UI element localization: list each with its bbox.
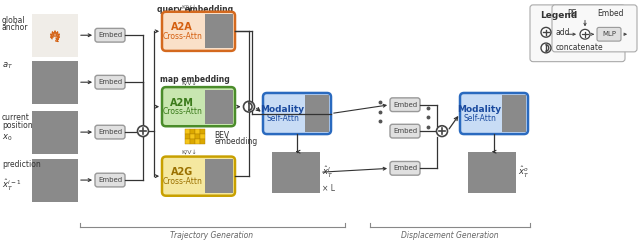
Text: Cross-Attn: Cross-Attn [162, 107, 202, 116]
Text: Self-Attn: Self-Attn [463, 114, 496, 123]
Text: embedding: embedding [214, 137, 258, 146]
Bar [189, 139, 195, 144]
FancyBboxPatch shape [95, 125, 125, 139]
Text: A2M: A2M [170, 98, 194, 108]
Text: K/V↓: K/V↓ [182, 5, 198, 10]
Text: Embed: Embed [393, 102, 417, 108]
FancyBboxPatch shape [530, 5, 625, 62]
Bar [189, 129, 195, 134]
Text: Embed: Embed [393, 128, 417, 134]
Text: K/V↓: K/V↓ [182, 150, 198, 155]
FancyBboxPatch shape [390, 161, 420, 175]
Bar [200, 139, 205, 144]
Text: × L: × L [322, 184, 335, 193]
Text: Embed: Embed [98, 32, 122, 38]
Text: Modality: Modality [260, 105, 305, 114]
Text: Trajectory Generation: Trajectory Generation [170, 231, 253, 240]
Text: K/V↓: K/V↓ [182, 80, 198, 85]
Text: Embed: Embed [596, 9, 623, 18]
Text: $x_0$: $x_0$ [2, 133, 13, 143]
FancyBboxPatch shape [263, 93, 331, 134]
Text: Cross-Attn: Cross-Attn [162, 32, 202, 41]
FancyBboxPatch shape [162, 87, 235, 126]
Bar [502, 95, 525, 132]
Bar [205, 159, 232, 193]
Bar [200, 129, 205, 134]
FancyBboxPatch shape [597, 27, 621, 41]
FancyBboxPatch shape [162, 157, 235, 196]
Bar [32, 111, 78, 154]
FancyBboxPatch shape [95, 75, 125, 89]
FancyBboxPatch shape [390, 124, 420, 138]
Text: global: global [2, 16, 26, 25]
Text: map embedding: map embedding [160, 75, 230, 84]
Bar [468, 152, 516, 193]
Text: $\hat{x}_T^{i-1}$: $\hat{x}_T^{i-1}$ [2, 178, 21, 194]
Text: Embed: Embed [393, 165, 417, 171]
Bar [195, 134, 200, 139]
Bar [195, 129, 200, 134]
Text: position: position [2, 121, 33, 130]
Text: add: add [556, 28, 570, 37]
Text: A2A: A2A [172, 22, 193, 32]
FancyBboxPatch shape [460, 93, 528, 134]
Text: query embedding: query embedding [157, 5, 233, 14]
Text: A2G: A2G [171, 167, 193, 177]
Bar [205, 14, 232, 48]
Text: $\hat{x}_T^o$: $\hat{x}_T^o$ [518, 165, 529, 180]
Bar [272, 152, 320, 193]
Bar [184, 129, 189, 134]
Text: prediction: prediction [2, 161, 41, 169]
FancyBboxPatch shape [95, 173, 125, 187]
Text: $\hat{x}_T^l$: $\hat{x}_T^l$ [322, 165, 333, 180]
Text: anchor: anchor [2, 23, 29, 33]
Bar [205, 90, 232, 124]
Bar [184, 134, 189, 139]
FancyBboxPatch shape [552, 5, 637, 52]
Text: Modality: Modality [458, 105, 502, 114]
Circle shape [243, 101, 255, 112]
Text: PE: PE [567, 9, 577, 18]
Bar [189, 134, 195, 139]
Text: Embed: Embed [98, 177, 122, 183]
Text: Self-Attn: Self-Attn [266, 114, 299, 123]
FancyBboxPatch shape [162, 12, 235, 51]
Circle shape [138, 126, 148, 136]
Bar [32, 14, 78, 57]
Text: current: current [2, 113, 30, 121]
Bar [305, 95, 328, 132]
Text: $a_T$: $a_T$ [2, 60, 13, 71]
Text: BEV: BEV [214, 131, 230, 140]
Text: MLP: MLP [602, 31, 616, 37]
Text: Embed: Embed [98, 129, 122, 135]
Text: Displacement Generation: Displacement Generation [401, 231, 499, 240]
Circle shape [541, 27, 551, 37]
Bar [195, 139, 200, 144]
Circle shape [580, 29, 590, 39]
Circle shape [541, 43, 551, 53]
FancyBboxPatch shape [390, 98, 420, 112]
Bar [184, 139, 189, 144]
Bar [32, 61, 78, 104]
Bar [32, 159, 78, 202]
Text: concatenate: concatenate [556, 43, 604, 53]
Text: Embed: Embed [98, 79, 122, 85]
Text: Legend: Legend [540, 11, 577, 20]
Bar [200, 134, 205, 139]
Circle shape [436, 126, 447, 136]
Text: Cross-Attn: Cross-Attn [162, 177, 202, 186]
FancyBboxPatch shape [95, 28, 125, 42]
